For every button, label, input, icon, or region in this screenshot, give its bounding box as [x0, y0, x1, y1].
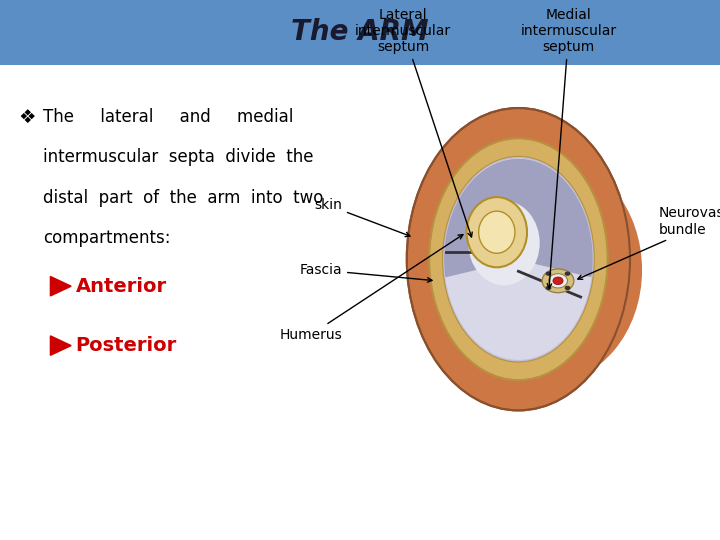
- Polygon shape: [50, 276, 71, 296]
- Ellipse shape: [429, 138, 608, 380]
- Text: ❖: ❖: [18, 108, 35, 127]
- Ellipse shape: [444, 158, 593, 360]
- Text: Posterior: Posterior: [76, 336, 177, 355]
- Text: compartments:: compartments:: [43, 230, 171, 247]
- Ellipse shape: [452, 157, 642, 383]
- Circle shape: [542, 269, 574, 293]
- Circle shape: [564, 286, 570, 290]
- Text: intermuscular  septa  divide  the: intermuscular septa divide the: [43, 148, 314, 166]
- Circle shape: [549, 274, 567, 288]
- Text: Medial
intermuscular
septum: Medial intermuscular septum: [521, 8, 617, 288]
- Ellipse shape: [479, 211, 515, 253]
- Text: Anterior: Anterior: [76, 276, 167, 296]
- Circle shape: [546, 272, 552, 276]
- Text: Fascia: Fascia: [300, 263, 432, 282]
- Text: skin: skin: [314, 198, 410, 237]
- FancyBboxPatch shape: [0, 0, 720, 65]
- Text: Lateral
intermuscular
septum: Lateral intermuscular septum: [355, 8, 472, 237]
- Ellipse shape: [467, 197, 527, 267]
- Text: Neurovascular
bundle: Neurovascular bundle: [578, 206, 720, 279]
- Text: Humerus: Humerus: [279, 234, 463, 342]
- Circle shape: [553, 277, 563, 285]
- Ellipse shape: [468, 201, 540, 285]
- Circle shape: [564, 272, 570, 276]
- Ellipse shape: [407, 108, 630, 410]
- Polygon shape: [50, 336, 71, 355]
- Polygon shape: [445, 159, 592, 276]
- Text: distal  part  of  the  arm  into  two: distal part of the arm into two: [43, 189, 323, 207]
- Circle shape: [546, 286, 552, 290]
- Ellipse shape: [443, 157, 594, 362]
- Text: The     lateral     and     medial: The lateral and medial: [43, 108, 294, 126]
- Text: The ARM: The ARM: [291, 18, 429, 46]
